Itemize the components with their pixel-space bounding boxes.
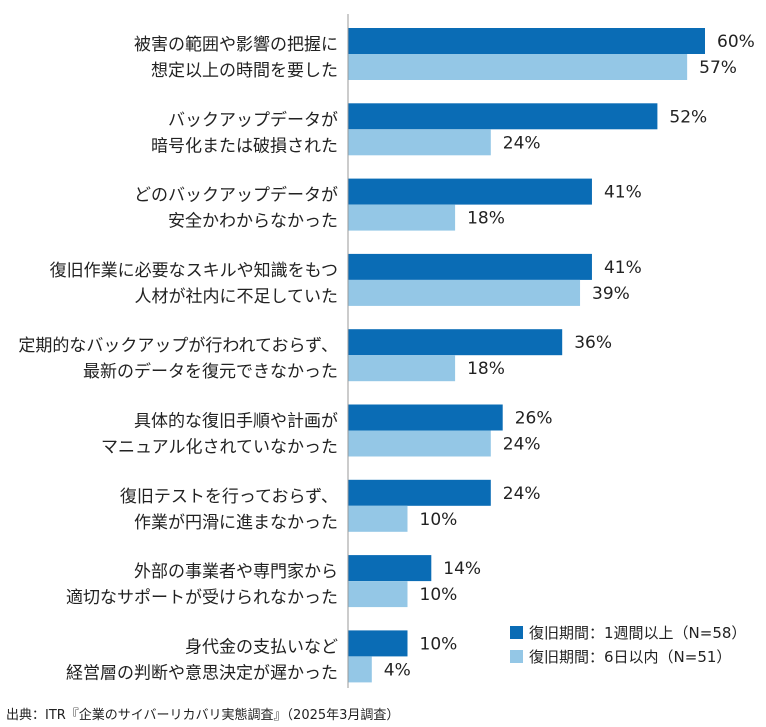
category-label: 復旧作業に必要なスキルや知識をもつ人材が社内に不足していた <box>50 261 338 307</box>
bar-6days-within <box>348 505 408 532</box>
category-label-line: 経営層の判断や意思決定が遅かった <box>66 663 338 683</box>
bar-6days-within <box>348 355 456 382</box>
category-label-line: 適切なサポートが受けられなかった <box>66 588 338 608</box>
data-label: 52% <box>669 107 707 127</box>
category-label-line: 安全かわからなかった <box>168 212 338 232</box>
category-label-line: 定期的なバックアップが行われておらず、 <box>18 336 338 356</box>
bar-1week-plus <box>348 178 592 205</box>
category-label-line: 暗号化または破損された <box>151 136 338 156</box>
data-label: 18% <box>467 359 505 379</box>
category-label-line: 身代金の支払いなど <box>185 637 338 657</box>
legend-entry: 復旧期間：1週間以上（N=58） <box>529 624 746 642</box>
legend-swatch <box>510 650 523 663</box>
bar-1week-plus <box>348 103 658 130</box>
category-label-line: 人材が社内に不足していた <box>135 287 339 307</box>
bar-1week-plus <box>348 404 503 431</box>
data-label: 10% <box>420 585 458 605</box>
bar-1week-plus <box>348 329 563 356</box>
legend-entry: 復旧期間：6日以内（N=51） <box>529 648 731 666</box>
bar-1week-plus <box>348 555 432 582</box>
data-label: 14% <box>443 559 481 579</box>
data-label: 60% <box>717 32 755 52</box>
data-label: 41% <box>604 183 642 203</box>
bar-6days-within <box>348 204 456 231</box>
bar-6days-within <box>348 430 491 457</box>
data-label: 24% <box>503 435 541 455</box>
source-note: 出典：ITR『企業のサイバーリカバリ実態調査』（2025年3月調査） <box>6 708 400 723</box>
data-label: 10% <box>420 510 458 530</box>
legend-swatch <box>510 626 523 639</box>
category-label: 復旧テストを行っておらず、作業が円滑に進まなかった <box>120 487 338 533</box>
category-label-line: バックアップデータが <box>168 109 338 130</box>
bar-1week-plus <box>348 28 705 54</box>
category-label-line: 具体的な復旧手順や計画が <box>134 412 338 432</box>
data-label: 10% <box>420 634 458 654</box>
category-label: どのバックアップデータが安全かわからなかった <box>134 185 338 232</box>
bar-1week-plus <box>348 479 491 506</box>
data-label: 39% <box>592 284 630 304</box>
category-label-line: 作業が円滑に進まなかった <box>134 513 338 533</box>
bar-1week-plus <box>348 630 408 657</box>
category-label: 被害の範囲や影響の把握に想定以上の時間を要した <box>134 35 338 81</box>
data-label: 57% <box>699 58 737 78</box>
data-label: 4% <box>384 660 411 680</box>
bar-6days-within <box>348 581 408 608</box>
bar-6days-within <box>348 279 581 306</box>
data-label: 24% <box>503 484 541 504</box>
bar-6days-within <box>348 54 688 80</box>
category-label-line: 外部の事業者や専門家から <box>134 562 338 582</box>
data-label: 26% <box>515 409 553 429</box>
category-label: 定期的なバックアップが行われておらず、最新のデータを復元できなかった <box>18 336 338 382</box>
category-label: 身代金の支払いなど経営層の判断や意思決定が遅かった <box>66 637 338 683</box>
category-label-line: 復旧作業に必要なスキルや知識をもつ <box>50 261 338 281</box>
bar-6days-within <box>348 656 372 683</box>
data-label: 41% <box>604 258 642 278</box>
category-label-line: 最新のデータを復元できなかった <box>83 361 338 382</box>
category-label-line: 被害の範囲や影響の把握に <box>134 35 338 55</box>
data-label: 18% <box>467 209 505 229</box>
category-label: 外部の事業者や専門家から適切なサポートが受けられなかった <box>66 562 338 608</box>
category-label: 具体的な復旧手順や計画がマニュアル化されていなかった <box>101 412 338 458</box>
category-label-line: どのバックアップデータが <box>134 185 338 206</box>
category-label: バックアップデータが暗号化または破損された <box>151 109 338 156</box>
category-label-line: マニュアル化されていなかった <box>101 438 338 458</box>
data-label: 36% <box>574 333 612 353</box>
category-label-line: 想定以上の時間を要した <box>151 61 338 81</box>
bar-6days-within <box>348 129 491 156</box>
bar-1week-plus <box>348 253 592 280</box>
category-label-line: 復旧テストを行っておらず、 <box>120 487 338 507</box>
data-label: 24% <box>503 133 541 153</box>
